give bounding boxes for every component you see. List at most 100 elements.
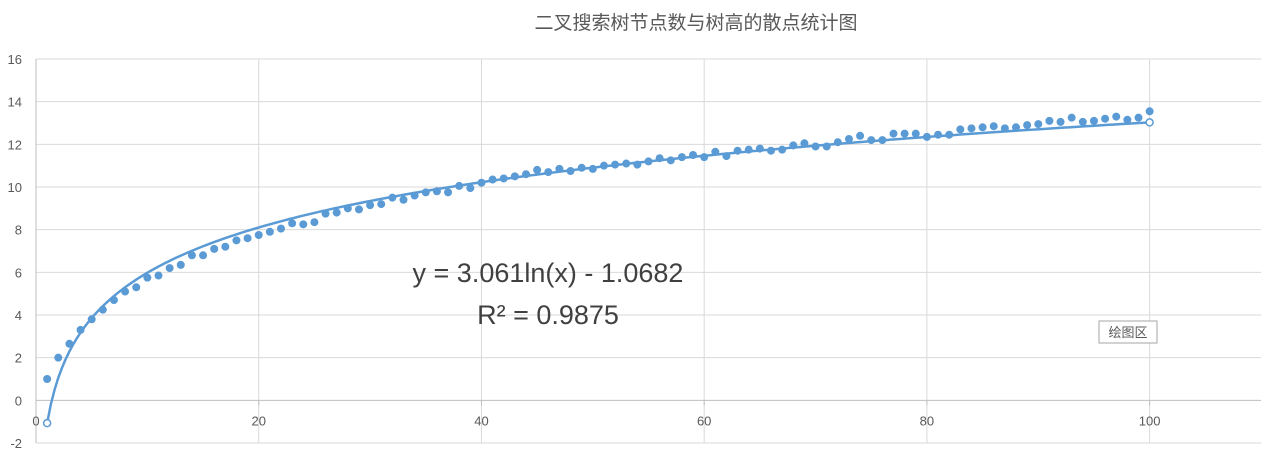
y-tick-label: -2 <box>10 436 22 451</box>
data-point <box>54 353 63 362</box>
y-tick-label: 14 <box>8 95 22 110</box>
data-point <box>199 251 208 260</box>
data-point <box>844 135 853 143</box>
data-point <box>377 200 386 209</box>
tooltip-box <box>1098 320 1158 344</box>
gridlines <box>36 58 1261 444</box>
data-point <box>1112 112 1121 121</box>
data-point <box>1123 115 1132 124</box>
data-point <box>811 142 820 151</box>
data-point <box>1067 113 1076 122</box>
data-point <box>1078 117 1087 126</box>
data-point <box>1101 114 1110 123</box>
data-point <box>856 131 865 140</box>
data-point <box>978 123 987 132</box>
data-point <box>154 271 163 280</box>
data-point <box>343 204 352 213</box>
data-point <box>566 167 575 175</box>
data-point <box>176 260 185 269</box>
data-point <box>1089 116 1098 125</box>
scatter-points <box>43 107 1154 383</box>
data-point <box>588 164 597 173</box>
data-point <box>421 188 430 197</box>
data-point <box>43 375 52 383</box>
data-point <box>900 129 909 138</box>
data-point <box>254 231 263 239</box>
data-point <box>577 163 586 172</box>
x-tick-label: 100 <box>1139 413 1161 428</box>
data-point <box>666 156 675 165</box>
r-squared-label: R² = 0.9875 <box>477 300 619 330</box>
data-point <box>1045 116 1054 125</box>
data-point <box>767 146 775 155</box>
data-point <box>778 145 787 154</box>
data-point <box>644 157 653 166</box>
x-tick-label: 0 <box>32 413 39 428</box>
data-point <box>711 147 720 156</box>
data-point <box>76 325 85 334</box>
data-point <box>744 145 753 154</box>
data-point <box>488 175 497 184</box>
data-point <box>1012 123 1020 132</box>
data-point <box>332 208 341 217</box>
data-point <box>922 132 931 141</box>
data-point <box>555 164 564 173</box>
data-point <box>599 161 608 170</box>
x-tick-label: 40 <box>474 413 488 428</box>
x-tick-label: 60 <box>697 413 711 428</box>
data-point <box>410 191 419 200</box>
data-point <box>934 130 943 139</box>
data-point <box>444 188 453 197</box>
data-point <box>510 172 519 181</box>
y-tick-label: 12 <box>8 137 22 152</box>
data-point <box>210 244 219 253</box>
data-point <box>1034 120 1043 129</box>
data-point <box>98 305 107 314</box>
y-tick-label: 8 <box>15 223 22 238</box>
data-point <box>288 219 297 228</box>
data-point <box>755 144 764 153</box>
x-tick-label: 20 <box>251 413 265 428</box>
data-point <box>889 129 898 138</box>
data-point <box>911 129 920 138</box>
data-point <box>165 264 174 273</box>
data-point <box>354 205 363 214</box>
data-point <box>1145 107 1154 116</box>
data-point <box>232 236 241 245</box>
data-point <box>399 195 408 204</box>
trendline-layer <box>42 118 1154 428</box>
data-point <box>455 181 464 190</box>
data-point <box>956 125 965 134</box>
data-point <box>121 287 130 296</box>
y-tick-label: 10 <box>8 180 22 195</box>
data-point <box>878 136 887 145</box>
chart-title: 二叉搜索树节点数与树高的散点统计图 <box>534 12 857 34</box>
data-point <box>466 184 475 193</box>
data-point <box>622 159 631 168</box>
data-point <box>689 151 698 159</box>
data-point <box>1134 113 1143 122</box>
data-point <box>143 273 152 282</box>
y-tick-label: 0 <box>15 393 22 408</box>
data-point <box>533 165 542 174</box>
data-point <box>967 124 976 133</box>
trendline-equation: y = 3.061ln(x) - 1.0682 R² = 0.9875 <box>413 258 684 330</box>
data-point <box>243 234 252 243</box>
data-point <box>633 160 642 169</box>
data-point <box>1056 117 1065 126</box>
data-point <box>822 142 831 151</box>
y-tick-label: 6 <box>15 265 22 280</box>
data-point <box>388 193 397 202</box>
data-point <box>221 242 230 251</box>
trendline <box>45 121 1150 424</box>
data-point <box>544 168 553 177</box>
data-point <box>299 220 308 229</box>
data-point <box>499 174 508 183</box>
data-point <box>611 160 620 169</box>
data-point <box>989 122 998 131</box>
data-point <box>432 187 441 196</box>
data-point <box>800 139 809 148</box>
y-tick-label: 2 <box>15 351 22 366</box>
